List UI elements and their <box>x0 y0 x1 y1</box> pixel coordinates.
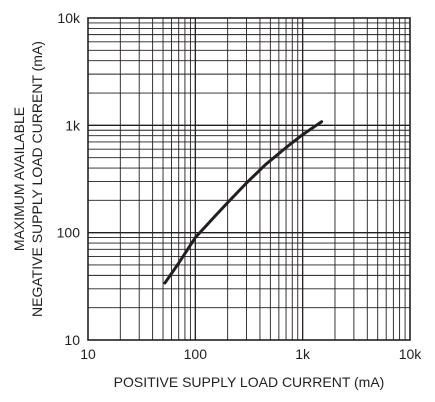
y-tick-label: 1k <box>65 117 81 133</box>
y-axis-label-line-2: NEGATIVE SUPPLY LOAD CURRENT (mA) <box>29 41 45 317</box>
plot-frame <box>87 17 411 341</box>
y-tick-label: 10k <box>57 10 81 26</box>
y-tick-label: 100 <box>57 225 81 241</box>
y-tick-label: 10 <box>64 332 80 348</box>
data-layer <box>163 120 324 285</box>
x-tick-label: 10k <box>399 346 423 362</box>
grid-lines <box>88 18 410 340</box>
x-axis-label: POSITIVE SUPPLY LOAD CURRENT (mA) <box>114 374 385 390</box>
x-tick-label: 1k <box>295 346 311 362</box>
series-line <box>163 120 324 285</box>
x-tick-label: 100 <box>184 346 208 362</box>
tick-labels: 10 100 1k 10k 10 100 1k 10k <box>57 10 423 362</box>
y-axis-label-line-1: MAXIMUM AVAILABLE <box>11 107 27 251</box>
x-tick-label: 10 <box>80 346 96 362</box>
